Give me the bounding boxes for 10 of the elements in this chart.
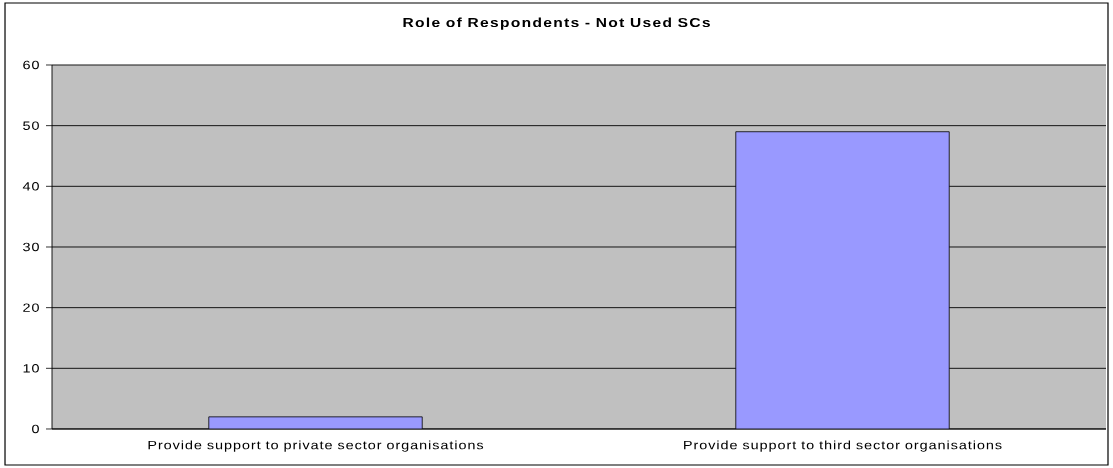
y-tick-label: 10 bbox=[23, 364, 39, 373]
x-tick-label: Provide support to third sector organisations bbox=[684, 440, 1002, 452]
y-tick-label: 40 bbox=[22, 182, 39, 191]
y-tick-label: 50 bbox=[23, 121, 39, 130]
x-tick-label: Provide support to private sector organisations bbox=[148, 440, 484, 452]
chart-title: Role of Respondents - Not Used SCs bbox=[403, 17, 710, 30]
y-tick-label: 0 bbox=[32, 424, 39, 434]
y-tick-label: 30 bbox=[23, 242, 39, 252]
y-tick-label: 20 bbox=[23, 303, 39, 312]
y-tick-label: 60 bbox=[23, 60, 39, 70]
